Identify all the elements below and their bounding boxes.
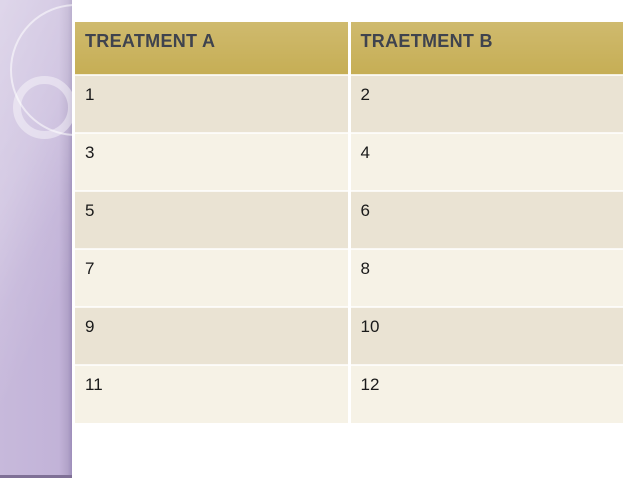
ring-circle-icon — [13, 76, 72, 139]
table-row: 11 12 — [75, 364, 623, 423]
table-row: 7 8 — [75, 248, 623, 307]
table-cell: 9 — [75, 306, 349, 365]
column-header-treatment-a: TREATMENT A — [75, 22, 349, 75]
table-cell: 6 — [347, 190, 623, 249]
table-row: 5 6 — [75, 190, 623, 249]
table-cell: 1 — [75, 74, 349, 133]
table-cell: 10 — [347, 306, 623, 365]
table-cell: 11 — [75, 364, 349, 423]
table-row: 9 10 — [75, 306, 623, 365]
table-cell: 12 — [347, 364, 623, 423]
table-cell: 8 — [347, 248, 623, 307]
treatment-table: TREATMENT A TRAETMENT B 1 2 3 4 5 6 7 8 — [75, 22, 623, 423]
sidebar-decoration — [0, 0, 72, 478]
table-cell: 2 — [347, 74, 623, 133]
table-cell: 7 — [75, 248, 349, 307]
table-row: 1 2 — [75, 74, 623, 133]
column-header-treatment-b: TRAETMENT B — [347, 22, 623, 75]
header-row: TREATMENT A TRAETMENT B — [75, 22, 623, 75]
table-cell: 5 — [75, 190, 349, 249]
table-cell: 3 — [75, 132, 349, 191]
table-cell: 4 — [347, 132, 623, 191]
table-row: 3 4 — [75, 132, 623, 191]
